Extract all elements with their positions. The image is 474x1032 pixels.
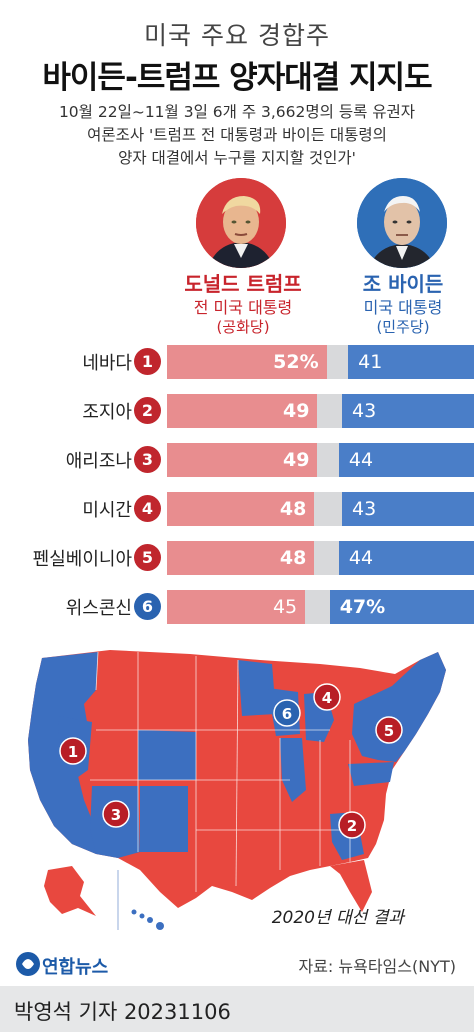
map-florida bbox=[330, 860, 372, 912]
us-election-map: 1 2 3 4 5 6 bbox=[28, 650, 446, 930]
chart-row: 펜실베이니아 5 48 44 bbox=[0, 540, 474, 576]
svg-text:3: 3 bbox=[111, 806, 121, 824]
chart-row: 애리조나 3 49 44 bbox=[0, 442, 474, 478]
trump-value-label: 48 bbox=[279, 547, 307, 569]
map-northeast bbox=[352, 652, 446, 762]
source-note: 자료: 뉴욕타임스(NYT) bbox=[298, 957, 456, 976]
map-marker-arizona: 3 bbox=[102, 800, 130, 828]
subtitle-line-3: 양자 대결에서 누구를 지지할 것인가' bbox=[118, 149, 356, 167]
page-title: 바이든-트럼프 양자대결 지지도 bbox=[42, 60, 432, 96]
trump-value-label: 52% bbox=[273, 351, 319, 373]
map-alaska bbox=[44, 866, 96, 916]
trump-party: (공화당) bbox=[216, 318, 270, 336]
biden-bar bbox=[329, 590, 474, 624]
chart-row: 조지아 2 49 43 bbox=[0, 393, 474, 429]
trump-bar bbox=[167, 394, 318, 428]
state-label: 미시간 bbox=[82, 500, 132, 521]
biden-party: (민주당) bbox=[376, 318, 430, 336]
state-label: 위스콘신 bbox=[65, 598, 132, 619]
state-number-badge: 3 bbox=[134, 446, 161, 473]
trump-title: 전 미국 대통령 bbox=[193, 298, 293, 317]
trump-bar bbox=[167, 443, 318, 477]
subtitle-line-2: 여론조사 '트럼프 전 대통령과 바이든 대통령의 bbox=[87, 126, 387, 144]
map-illinois bbox=[280, 738, 306, 802]
biden-value-label: 44 bbox=[348, 547, 374, 569]
biden-portrait bbox=[357, 178, 447, 268]
svg-text:6: 6 bbox=[282, 705, 292, 723]
biden-bar bbox=[341, 394, 474, 428]
map-hawaii bbox=[131, 909, 164, 930]
biden-label: 조 바이든 미국 대통령 (민주당) bbox=[318, 268, 474, 337]
biden-value-label: 47% bbox=[339, 596, 386, 618]
map-colorado bbox=[138, 730, 196, 780]
state-number-badge: 2 bbox=[134, 397, 161, 424]
map-marker-nevada: 1 bbox=[59, 737, 87, 765]
trump-value-label: 45 bbox=[272, 596, 298, 618]
biden-value-label: 43 bbox=[351, 400, 377, 422]
biden-bar bbox=[341, 492, 474, 526]
state-label: 네바다 bbox=[82, 353, 132, 374]
state-label: 조지아 bbox=[82, 402, 132, 423]
biden-value-label: 43 bbox=[351, 498, 377, 520]
biden-value-label: 44 bbox=[348, 449, 374, 471]
subtitle-line-1: 10월 22일~11월 3일 6개 주 3,662명의 등록 유권자 bbox=[58, 103, 416, 121]
svg-text:2: 2 bbox=[347, 817, 357, 835]
state-label: 펜실베이니아 bbox=[32, 549, 132, 570]
biden-bar bbox=[348, 345, 474, 379]
biden-bar bbox=[338, 541, 474, 575]
trump-portrait bbox=[196, 178, 286, 268]
trump-value-label: 48 bbox=[279, 498, 307, 520]
state-number-badge: 4 bbox=[134, 495, 161, 522]
svg-text:4: 4 bbox=[322, 689, 332, 707]
map-minnesota bbox=[238, 660, 276, 716]
trump-bar bbox=[167, 492, 315, 526]
trump-bar bbox=[167, 541, 315, 575]
map-marker-michigan: 4 bbox=[313, 683, 341, 711]
biden-name: 조 바이든 bbox=[362, 272, 444, 296]
state-label: 애리조나 bbox=[65, 451, 132, 472]
map-marker-wisconsin: 6 bbox=[273, 699, 301, 727]
yonhap-logo-icon bbox=[16, 952, 40, 976]
state-number-badge: 1 bbox=[134, 348, 161, 375]
map-caption: 2020년 대선 결과 bbox=[271, 908, 404, 928]
infographic-card: 미국 주요 경합주 바이든-트럼프 양자대결 지지도 10월 22일~11월 3… bbox=[0, 0, 474, 986]
map-state-borders bbox=[90, 651, 351, 892]
svg-text:1: 1 bbox=[68, 743, 78, 761]
chart-row: 네바다 1 52% 41 bbox=[0, 344, 474, 380]
trump-value-label: 49 bbox=[282, 400, 310, 422]
trump-bar bbox=[167, 590, 306, 624]
map-virginia bbox=[348, 762, 394, 786]
byline: 박영석 기자 20231106 bbox=[14, 1000, 231, 1024]
biden-bar bbox=[338, 443, 474, 477]
biden-title: 미국 대통령 bbox=[363, 298, 443, 317]
state-number-badge: 6 bbox=[134, 593, 161, 620]
trump-value-label: 49 bbox=[282, 449, 310, 471]
chart-row: 미시간 4 48 43 bbox=[0, 491, 474, 527]
logo-text: 연합뉴스 bbox=[42, 957, 109, 978]
state-number-badge: 5 bbox=[134, 544, 161, 571]
trump-bar bbox=[167, 345, 327, 379]
super-title: 미국 주요 경합주 bbox=[144, 21, 330, 50]
map-marker-pennsylvania: 5 bbox=[375, 716, 403, 744]
trump-label: 도널드 트럼프 전 미국 대통령 (공화당) bbox=[158, 268, 328, 337]
biden-value-label: 41 bbox=[358, 351, 383, 373]
svg-text:5: 5 bbox=[384, 722, 394, 740]
trump-name: 도널드 트럼프 bbox=[184, 272, 302, 296]
chart-row: 위스콘신 6 45 47% bbox=[0, 589, 474, 625]
map-marker-georgia: 2 bbox=[338, 811, 366, 839]
map-new-mexico bbox=[140, 786, 188, 852]
